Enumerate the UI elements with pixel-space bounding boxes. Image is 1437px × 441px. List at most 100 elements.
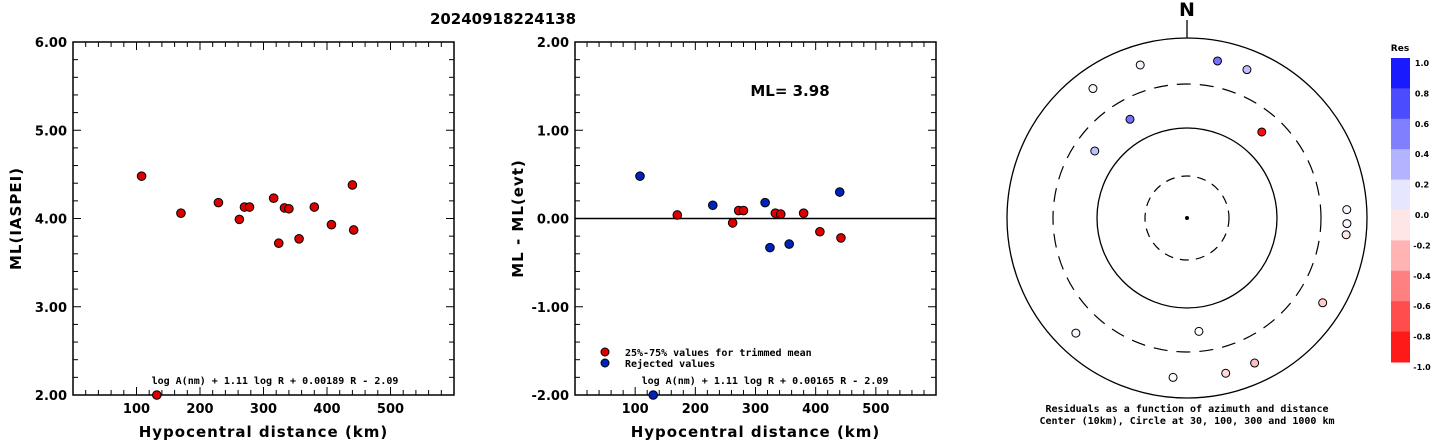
data-point (273, 238, 284, 249)
data-point (152, 390, 162, 400)
station-marker (1088, 84, 1098, 94)
station-marker (1342, 219, 1352, 229)
data-point (672, 210, 683, 220)
x-tick-label: 300 (742, 402, 769, 417)
colorbar-segment (1391, 179, 1410, 211)
residual-colorbar: Res 1.0 0.8 0.6 0.4 0.2 0.0 -0.2 -0.4 -0.6 -0.8 -1… (1391, 44, 1431, 372)
data-point (815, 226, 825, 237)
station-marker (1213, 56, 1223, 66)
station-marker (1242, 65, 1252, 75)
y-tick-label: 4.00 (35, 213, 67, 228)
colorbar-label: -1.0 (1413, 363, 1431, 372)
data-point (244, 202, 255, 212)
data-point (635, 171, 645, 181)
data-point (836, 233, 846, 243)
y-tick-label: 2.00 (35, 389, 67, 404)
data-point (234, 214, 245, 225)
ring-100km (1096, 127, 1278, 309)
colorbar-segment (1391, 331, 1410, 363)
colorbar-label: 0.8 (1415, 89, 1430, 98)
data-point (136, 171, 147, 181)
data-point (284, 203, 294, 214)
y-tick-label: 6.00 (35, 36, 67, 51)
y-axis-label: ML - ML(evt) (509, 159, 527, 277)
colorbar-label: 0.2 (1415, 181, 1429, 190)
colorbar-label: 0.6 (1415, 120, 1430, 129)
legend-marker (600, 358, 610, 368)
station-marker (1125, 114, 1135, 124)
station-marker (1250, 358, 1260, 368)
data-point (765, 242, 775, 253)
x-axis-label: Hypocentral distance (km) (139, 423, 389, 441)
x-tick-label: 100 (123, 402, 150, 417)
x-tick-label: 300 (250, 402, 277, 417)
colorbar-segment (1391, 118, 1410, 150)
legend-marker (600, 347, 610, 357)
epicenter-dot (1185, 216, 1189, 220)
colorbar-segment (1391, 240, 1410, 272)
formula-text: log A(nm) + 1.11 log R + 0.00189 R - 2.0… (152, 376, 399, 387)
data-point (347, 180, 358, 190)
y-tick-label: 5.00 (35, 124, 67, 139)
data-point (707, 200, 718, 211)
colorbar-label: 0.0 (1415, 211, 1430, 220)
colorbar-label: -0.6 (1413, 302, 1431, 311)
colorbar-segment (1391, 149, 1410, 181)
colorbar-segment (1391, 58, 1410, 89)
x-tick-label: 500 (862, 402, 889, 417)
data-point (798, 208, 809, 219)
station-marker (1168, 372, 1178, 382)
data-point (268, 193, 279, 204)
x-tick-label: 200 (186, 402, 213, 417)
y-tick-label: -1.00 (532, 301, 569, 316)
station-marker (1090, 146, 1100, 156)
magnitude-plot: 100 200 300 400 500 2.00 3.00 4.00 5.00 6.00 Hypoc… (7, 36, 455, 441)
polar-caption-line2: Center (10km), Circle at 30, 100, 300 an… (1039, 415, 1334, 427)
colorbar-label: 0.4 (1415, 150, 1430, 159)
station-marker (1342, 205, 1352, 215)
legend-label: Rejected values (625, 358, 715, 370)
data-point (213, 197, 224, 208)
data-point (775, 209, 786, 219)
x-tick-label: 200 (682, 402, 709, 417)
station-marker (1257, 127, 1267, 137)
x-tick-label: 400 (802, 402, 829, 417)
colorbar-label: -0.2 (1413, 241, 1431, 250)
colorbar-title: Res (1391, 44, 1409, 54)
data-point (176, 208, 186, 219)
legend-label: 25%-75% values for trimmed mean (625, 347, 812, 359)
station-marker (1221, 368, 1231, 378)
station-marker (1318, 298, 1328, 308)
data-point (326, 219, 337, 230)
data-point (738, 205, 749, 216)
y-axis-label: ML(IASPEI) (7, 167, 25, 270)
station-marker (1194, 326, 1204, 336)
polar-caption-line1: Residuals as a function of azimuth and d… (1046, 403, 1329, 415)
north-label: N (1179, 0, 1195, 21)
data-point (834, 187, 845, 197)
station-marker (1341, 230, 1351, 240)
azimuth-polar-plot: N Residuals as a function of azimuth and… (1006, 0, 1368, 427)
x-tick-label: 100 (622, 402, 649, 417)
formula-text: log A(nm) + 1.11 log R + 0.00165 R - 2.0… (642, 376, 889, 387)
data-point (294, 233, 304, 244)
y-tick-label: 0.00 (537, 213, 569, 228)
x-axis-label: Hypocentral distance (km) (631, 423, 881, 441)
colorbar-segment (1391, 88, 1410, 120)
data-point (648, 390, 659, 400)
data-point (727, 218, 738, 228)
data-point (760, 197, 770, 208)
y-tick-label: 2.00 (537, 36, 569, 51)
x-tick-label: 400 (313, 402, 340, 417)
y-tick-label: 3.00 (35, 301, 67, 316)
ring-30km (1144, 175, 1230, 261)
plot-frame (72, 41, 455, 396)
colorbar-segment (1391, 301, 1410, 333)
ring-300km (1052, 83, 1322, 353)
figure-title: 20240918224138 (430, 10, 576, 28)
y-tick-label: -2.00 (532, 389, 569, 404)
colorbar-label: -0.4 (1413, 272, 1431, 281)
data-point (784, 239, 794, 249)
station-marker (1071, 328, 1081, 338)
